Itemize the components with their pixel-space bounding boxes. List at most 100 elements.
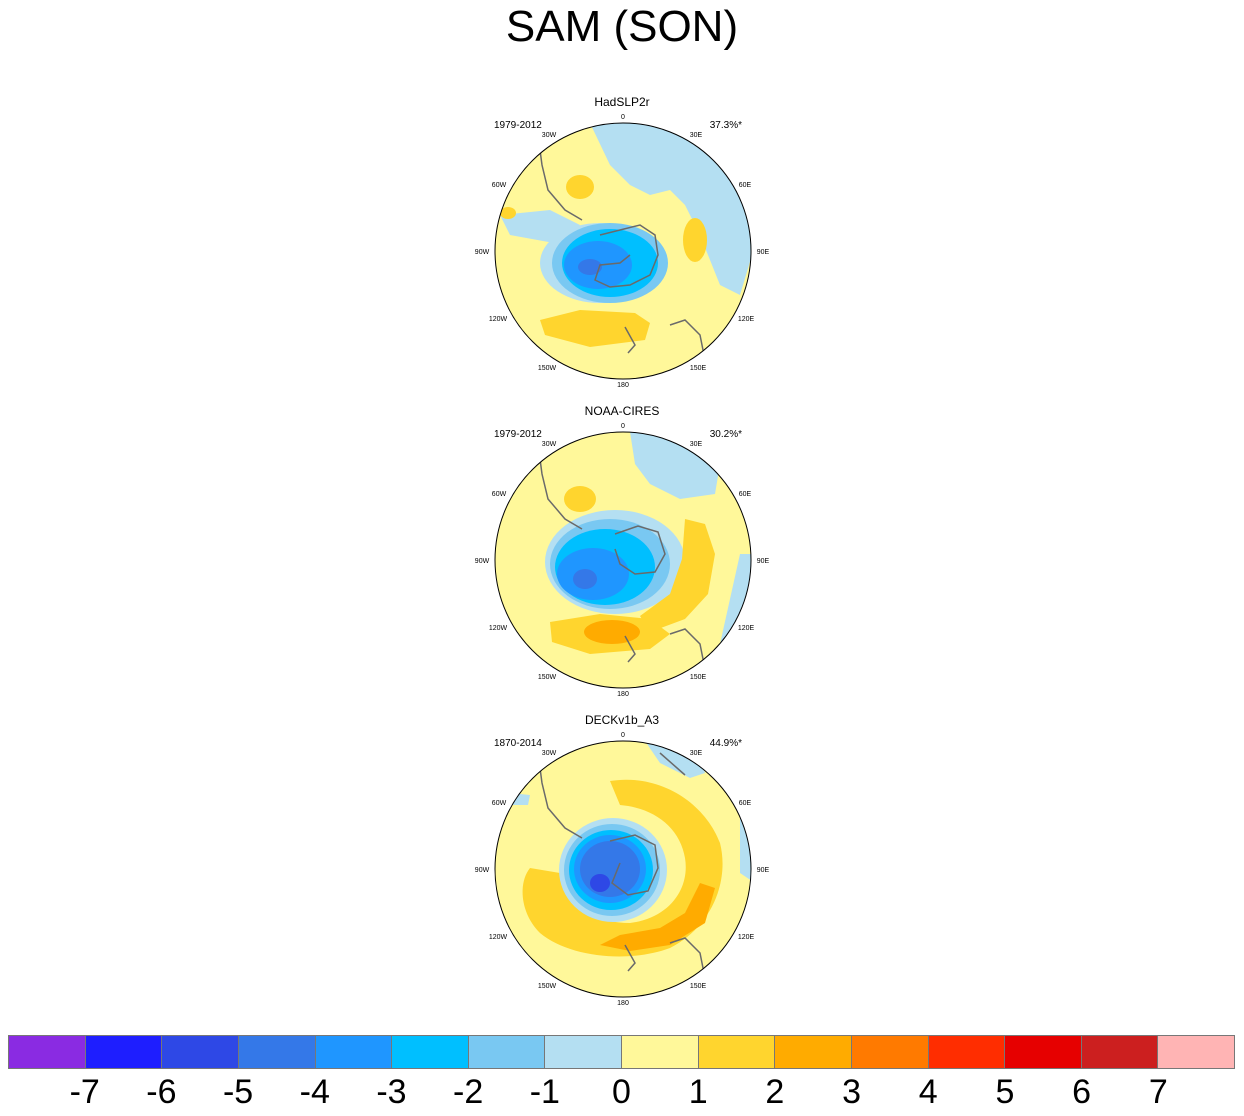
colorbar-label: -7: [69, 1073, 100, 1111]
lon-label: 120W: [489, 625, 508, 632]
map-outline: [494, 431, 752, 689]
positive-region-4: [584, 620, 640, 644]
positive-region-2: [683, 218, 707, 262]
variance-label: 30.2%*: [709, 429, 742, 440]
lon-label: 30E: [690, 750, 703, 757]
lon-label: 120W: [489, 934, 508, 941]
colorbar-label: 4: [918, 1073, 938, 1111]
colorbar-label: -4: [299, 1073, 330, 1111]
colorbar-label: 3: [842, 1073, 862, 1111]
colorbar-swatch: [315, 1036, 393, 1068]
period-label: 1979-2012: [494, 120, 542, 131]
lon-label: 150E: [690, 365, 707, 372]
variance-label: 44.9%*: [709, 738, 742, 749]
colorbar-swatch: [392, 1036, 469, 1068]
colorbar-label: -3: [376, 1073, 407, 1111]
lon-label: 120E: [738, 316, 755, 323]
colorbar-swatch: [162, 1036, 239, 1068]
colorbar-swatch: [928, 1036, 1006, 1068]
colorbar: [8, 1035, 1235, 1069]
negative-region-7: [573, 569, 597, 589]
colorbar-label: -5: [222, 1073, 254, 1111]
lon-label: 0: [621, 732, 625, 739]
positive-region-1: [564, 486, 596, 512]
lon-label: 0: [621, 114, 625, 121]
colorbar-swatch: [468, 1036, 546, 1068]
colorbar-swatch: [545, 1036, 622, 1068]
polar-map: 0 30E 60E 90E 120E 150E 180 150W 120W 90…: [475, 732, 770, 1007]
lon-label: 150W: [538, 365, 557, 372]
colorbar-swatch: [85, 1036, 163, 1068]
colorbar-swatch: [622, 1036, 699, 1068]
panel-title: HadSLP2r: [594, 95, 650, 109]
colorbar-swatch: [1158, 1036, 1234, 1068]
period-label: 1979-2012: [494, 429, 542, 440]
colorbar-label: 1: [688, 1073, 708, 1111]
lon-label: 0: [621, 423, 625, 430]
lon-label: 60E: [739, 800, 752, 807]
map-panel-deckv1b-a3: DECKv1b_A3 1870-2014 44.9%* 0 30E 60E 90…: [470, 713, 774, 1013]
polar-map: 0 30E 60E 90E 120E 150E 180 150W 120W 90…: [475, 114, 770, 389]
polar-map: 0 30E 60E 90E 120E 150E 180 150W 120W 90…: [475, 423, 770, 698]
positive-ring: [522, 779, 723, 957]
colorbar-swatch: [775, 1036, 852, 1068]
colorbar-swatch: [698, 1036, 776, 1068]
lon-label: 90W: [475, 249, 490, 256]
lon-label: 30W: [542, 441, 557, 448]
lon-label: 30W: [542, 750, 557, 757]
period-label: 1870-2014: [494, 738, 542, 749]
positive-core: [600, 883, 715, 951]
negative-region-7: [578, 259, 602, 275]
colorbar-label: 2: [765, 1073, 785, 1111]
map-panel-noaa-cires: NOAA-CIRES 1979-2012 30.2%* 0 30E 60E 90…: [470, 404, 774, 704]
lon-label: 150W: [538, 674, 557, 681]
lon-label: 180: [617, 691, 629, 698]
lon-label: 90W: [475, 867, 490, 874]
colorbar-labels: -7 -6 -5 -4 -3 -2 -1 0 1 2 3 4 5 6 7: [0, 1072, 1244, 1116]
lon-label: 150E: [690, 674, 707, 681]
colorbar-swatch: [238, 1036, 316, 1068]
figure-title: SAM (SON): [505, 2, 739, 51]
lon-label: 30E: [690, 132, 703, 139]
lon-label: 90E: [757, 249, 770, 256]
lon-label: 120E: [738, 625, 755, 632]
negative-region-8: [580, 841, 640, 897]
lon-label: 60W: [492, 800, 507, 807]
coastline: [537, 124, 716, 361]
colorbar-label: -1: [529, 1073, 560, 1111]
positive-region-2: [640, 519, 715, 632]
lon-label: 30E: [690, 441, 703, 448]
positive-region-1: [566, 175, 594, 199]
panel-title: DECKv1b_A3: [584, 713, 660, 727]
negative-region-1: [590, 123, 751, 295]
colorbar-swatch: [851, 1036, 929, 1068]
colorbar-label: 7: [1148, 1073, 1168, 1111]
negative-region-9: [590, 874, 610, 892]
colorbar-label: 0: [612, 1073, 631, 1111]
lon-label: 180: [617, 1000, 629, 1007]
coastline: [537, 752, 706, 979]
colorbar-label: -6: [146, 1073, 177, 1111]
coastline: [537, 433, 716, 670]
positive-region-3: [540, 310, 650, 347]
map-panel-hadslp2r: HadSLP2r 1979-2012 37.3%* 0 30E 60E 90E …: [470, 95, 774, 395]
lon-label: 180: [617, 382, 629, 389]
lon-label: 60W: [492, 491, 507, 498]
panel-title: NOAA-CIRES: [584, 404, 660, 418]
lon-label: 120W: [489, 316, 508, 323]
lon-label: 120E: [738, 934, 755, 941]
colorbar-label: -2: [453, 1073, 484, 1111]
lon-label: 90E: [757, 867, 770, 874]
colorbar-label: 5: [995, 1073, 1015, 1111]
colorbar-swatch: [9, 1036, 86, 1068]
colorbar-label: 6: [1072, 1073, 1092, 1111]
map-outline: [494, 740, 752, 998]
lon-label: 30W: [542, 132, 557, 139]
lon-label: 90E: [757, 558, 770, 565]
colorbar-swatch: [1005, 1036, 1082, 1068]
lon-label: 90W: [475, 558, 490, 565]
variance-label: 37.3%*: [709, 120, 742, 131]
lon-label: 60E: [739, 491, 752, 498]
lon-label: 150E: [690, 983, 707, 990]
lon-label: 150W: [538, 983, 557, 990]
